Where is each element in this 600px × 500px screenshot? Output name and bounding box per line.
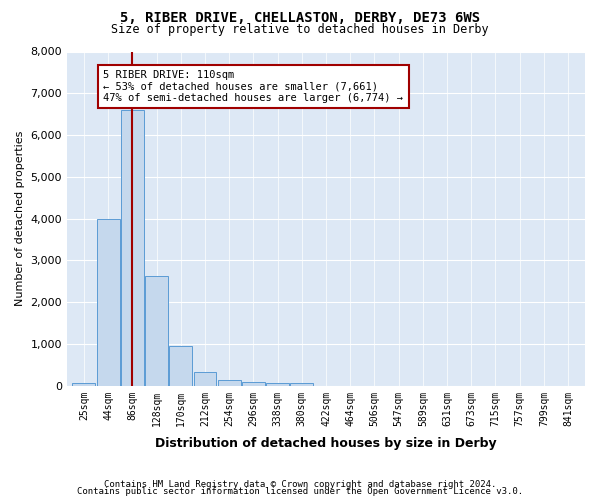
- Text: Contains public sector information licensed under the Open Government Licence v3: Contains public sector information licen…: [77, 487, 523, 496]
- Bar: [145, 276, 168, 386]
- Bar: [169, 346, 192, 386]
- Text: 5 RIBER DRIVE: 110sqm
← 53% of detached houses are smaller (7,661)
47% of semi-d: 5 RIBER DRIVE: 110sqm ← 53% of detached …: [103, 70, 403, 103]
- Bar: [73, 382, 95, 386]
- Bar: [194, 372, 217, 386]
- Bar: [121, 110, 144, 386]
- Bar: [97, 220, 119, 386]
- X-axis label: Distribution of detached houses by size in Derby: Distribution of detached houses by size …: [155, 437, 497, 450]
- Bar: [242, 382, 265, 386]
- Bar: [290, 384, 313, 386]
- Y-axis label: Number of detached properties: Number of detached properties: [15, 131, 25, 306]
- Text: Size of property relative to detached houses in Derby: Size of property relative to detached ho…: [111, 22, 489, 36]
- Text: 5, RIBER DRIVE, CHELLASTON, DERBY, DE73 6WS: 5, RIBER DRIVE, CHELLASTON, DERBY, DE73 …: [120, 12, 480, 26]
- Text: Contains HM Land Registry data © Crown copyright and database right 2024.: Contains HM Land Registry data © Crown c…: [104, 480, 496, 489]
- Bar: [218, 380, 241, 386]
- Bar: [266, 384, 289, 386]
